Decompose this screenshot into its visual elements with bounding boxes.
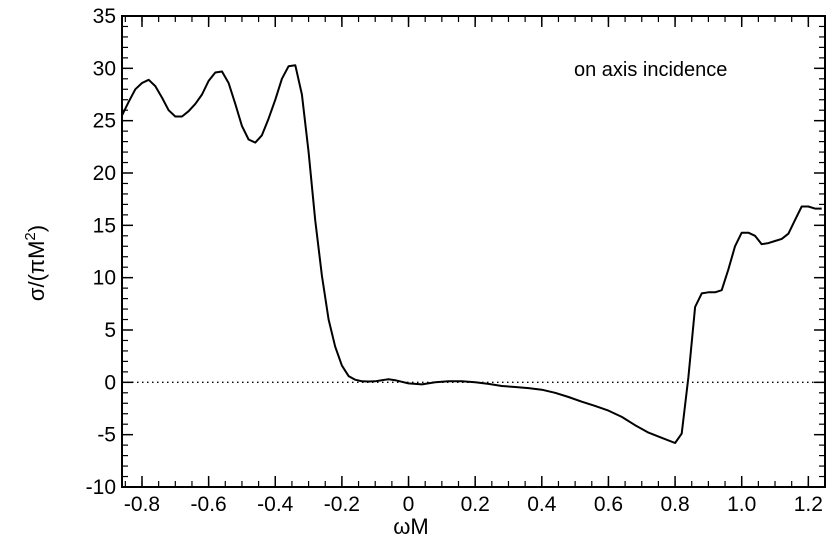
y-tick-label: 30 xyxy=(93,57,116,80)
y-tick-label: 10 xyxy=(93,267,116,290)
annotation-text: on axis incidence xyxy=(574,59,727,81)
plot-frame xyxy=(121,15,826,488)
y-tick-label: 15 xyxy=(93,214,116,237)
x-tick-label: -0.6 xyxy=(191,493,227,516)
y-axis-title-superscript: 2 xyxy=(22,232,39,240)
y-tick-label: 35 xyxy=(93,5,116,28)
y-tick-label: -5 xyxy=(97,424,116,447)
y-tick-label: 25 xyxy=(93,110,116,133)
x-tick-label: -0.2 xyxy=(324,493,360,516)
x-tick-label: -0.4 xyxy=(257,493,294,516)
cross-section-series-line xyxy=(121,64,822,444)
y-tick-label: -10 xyxy=(86,476,116,499)
y-axis-title: σ/(πM2) xyxy=(22,225,49,301)
y-axis-title-close: ) xyxy=(24,225,49,232)
y-tick-label: 0 xyxy=(104,371,116,394)
x-tick-label: 0.6 xyxy=(594,493,623,516)
y-axis-title-base: σ/(πM xyxy=(24,241,49,302)
x-tick-label: -0.8 xyxy=(124,493,160,516)
y-tick-label: 20 xyxy=(93,162,116,185)
x-tick-label: 1.2 xyxy=(794,493,823,516)
series-layer xyxy=(121,64,822,444)
x-tick-label: 1.0 xyxy=(727,493,756,516)
y-tick-label: 5 xyxy=(104,319,116,342)
x-tick-label: 0.2 xyxy=(461,493,490,516)
x-tick-label: 0.8 xyxy=(660,493,689,516)
x-tick-label: 0 xyxy=(403,493,415,516)
tick-layer: -0.8 -0.6 -0.4 -0.2 0 0.2 0.4 0.6 0.8 1.0 1.2 -10 -5… xyxy=(86,5,825,516)
x-axis-title: ωM xyxy=(393,514,429,539)
x-tick-label: 0.4 xyxy=(527,493,557,516)
